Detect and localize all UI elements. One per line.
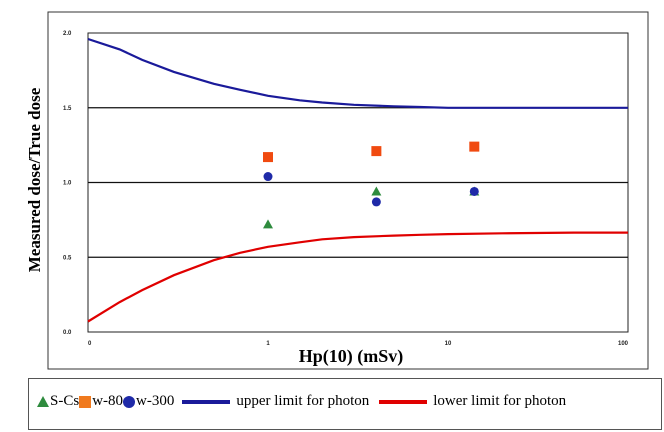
legend-item-upper-limit: upper limit for photon [174, 393, 369, 410]
legend-item-w-80: w-80 [79, 393, 123, 410]
legend-item-w-300: w-300 [123, 393, 174, 410]
lower-limit-curve [87, 231, 628, 323]
y-axis-label: Measured dose/True dose [25, 87, 44, 272]
legend-item-s-cs: S-Cs [37, 393, 79, 410]
legend: S-Cs w-80 w-300 upper limit for photon l… [28, 378, 662, 430]
legend-label-w-300: w-300 [136, 393, 175, 409]
chart: 0.0 0.5 1.0 1.5 2.0 0 1 10 100 Measured dose/Tr… [25, 11, 649, 370]
data-points [263, 141, 480, 229]
triangle-icon [37, 396, 49, 407]
x-axis-label: Hp(10) (mSv) [299, 346, 404, 367]
red-line-icon [379, 399, 428, 404]
legend-label-upper-limit: upper limit for photon [236, 393, 370, 409]
x-tick-label-0: 0 [88, 341, 92, 347]
w-300-point-0 [263, 172, 273, 182]
legend-item-lower-limit: lower limit for photon [369, 393, 566, 410]
s-cs-point-0 [263, 219, 273, 229]
blue-line-icon [182, 399, 231, 404]
upper-limit-curve [87, 37, 628, 109]
y-tick-label-4: 2.0 [63, 31, 72, 37]
w-300-point-1 [371, 197, 381, 207]
w-300-point-2 [469, 186, 479, 196]
legend-label-w-80: w-80 [92, 393, 124, 409]
s-cs-point-1 [371, 186, 382, 196]
y-tick-label-3: 1.5 [63, 106, 72, 112]
w-80-point-2 [469, 141, 480, 152]
x-tick-label-2: 10 [445, 341, 452, 347]
y-tick-labels: 0.0 0.5 1.0 1.5 2.0 [63, 31, 72, 336]
legend-label-lower-limit: lower limit for photon [433, 393, 567, 409]
x-tick-label-1: 1 [266, 341, 270, 347]
legend-label-s-cs: S-Cs [50, 393, 80, 409]
w-80-point-1 [371, 146, 382, 157]
square-icon [79, 395, 92, 408]
y-tick-label-1: 0.5 [63, 255, 72, 261]
limit-curves [87, 37, 628, 323]
y-tick-label-2: 1.0 [63, 181, 72, 187]
legend-row: S-Cs w-80 w-300 upper limit for photon l… [37, 393, 566, 410]
w-80-point-0 [263, 152, 273, 163]
y-tick-label-0: 0.0 [63, 330, 72, 336]
x-tick-labels: 0 1 10 100 [88, 341, 629, 347]
x-tick-label-3: 100 [618, 341, 629, 347]
circle-icon [123, 395, 136, 408]
